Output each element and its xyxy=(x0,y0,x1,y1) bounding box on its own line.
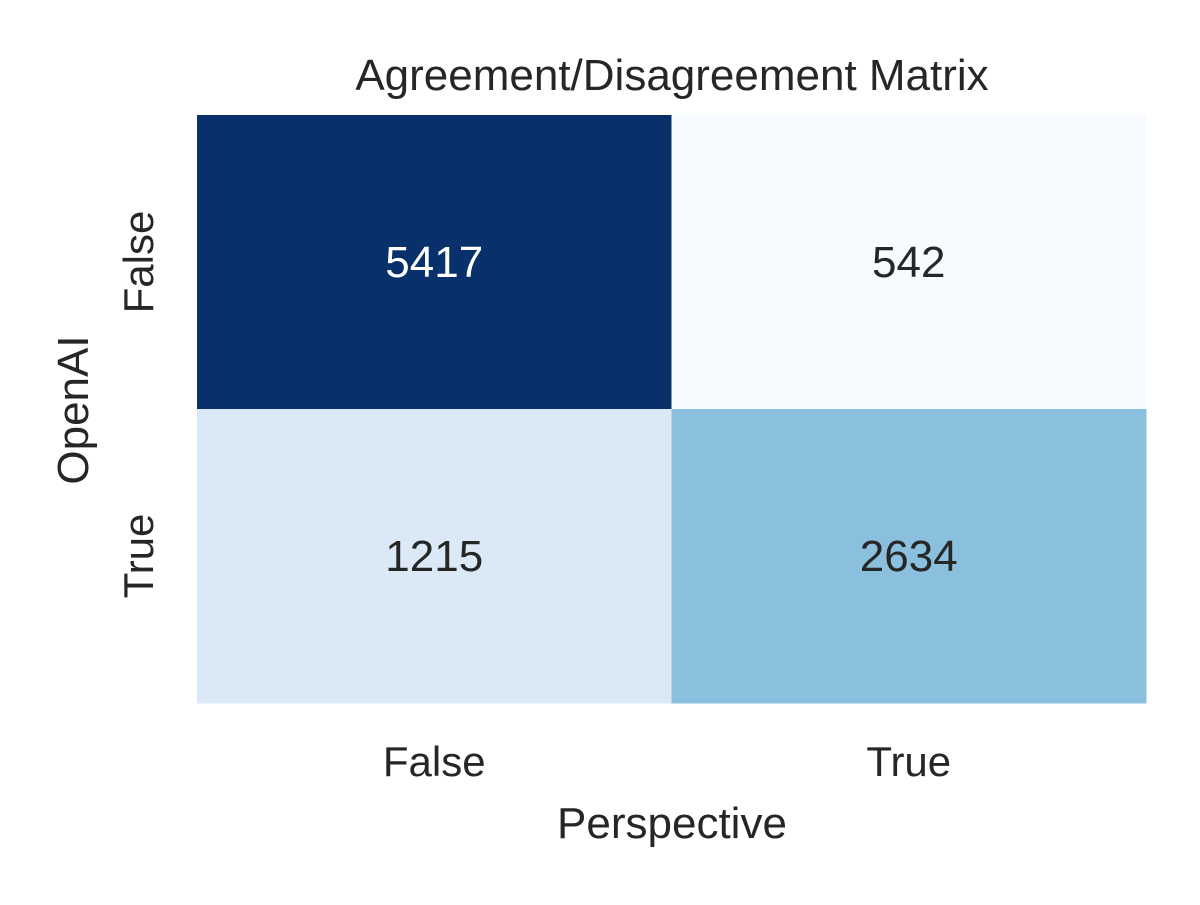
heatmap-cells xyxy=(197,115,1147,704)
cell-value-label-r0-c0: 5417 xyxy=(385,238,483,287)
x-tick-label-1: True xyxy=(866,738,951,785)
y-axis-label: OpenAI xyxy=(49,335,98,484)
cell-value-label-r1-c1: 2634 xyxy=(860,532,958,581)
heatmap-cell-r1-c0 xyxy=(197,409,672,704)
y-axis-ticks: False True xyxy=(115,211,162,599)
x-axis-label: Perspective xyxy=(557,799,787,848)
y-tick-label-0: False xyxy=(115,211,162,314)
cell-value-label-r1-c0: 1215 xyxy=(385,532,483,581)
heatmap-cell-r0-c0 xyxy=(197,115,672,410)
cell-value-label-r0-c1: 542 xyxy=(872,238,945,287)
y-tick-label-1: True xyxy=(115,514,162,599)
x-axis-ticks: False True xyxy=(383,738,951,785)
x-tick-label-0: False xyxy=(383,738,486,785)
chart-title: Agreement/Disagreement Matrix xyxy=(355,51,988,100)
heatmap-cell-r0-c1 xyxy=(671,115,1147,410)
heatmap-cell-labels: 5417 542 1215 2634 xyxy=(385,238,957,581)
heatmap-cell-r1-c1 xyxy=(671,409,1147,704)
